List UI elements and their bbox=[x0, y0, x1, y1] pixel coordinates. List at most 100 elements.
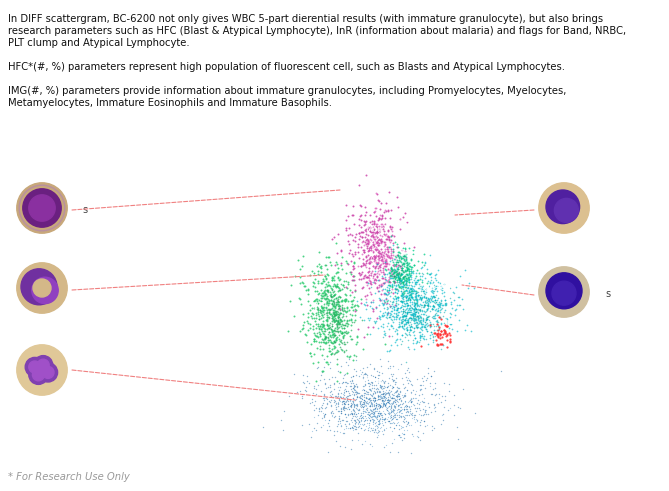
Point bbox=[376, 369, 387, 377]
Point bbox=[386, 310, 397, 318]
Point bbox=[379, 401, 390, 409]
Point bbox=[377, 389, 388, 397]
Point bbox=[319, 391, 330, 399]
Point bbox=[438, 288, 449, 296]
Point bbox=[395, 406, 405, 414]
Point bbox=[357, 413, 367, 421]
Point bbox=[349, 293, 359, 301]
Point bbox=[353, 262, 363, 270]
Point bbox=[426, 322, 437, 329]
Point bbox=[393, 280, 403, 288]
Point bbox=[361, 260, 371, 268]
Point bbox=[310, 296, 320, 304]
Point bbox=[334, 415, 345, 423]
Point bbox=[422, 300, 433, 307]
Point bbox=[439, 328, 450, 336]
Point bbox=[387, 372, 398, 380]
Point bbox=[389, 436, 399, 443]
Point bbox=[320, 303, 331, 311]
Point bbox=[395, 322, 405, 329]
Point bbox=[282, 327, 293, 334]
Point bbox=[315, 386, 326, 394]
Point bbox=[391, 312, 401, 320]
Point bbox=[364, 395, 375, 403]
Point bbox=[401, 299, 411, 306]
Point bbox=[405, 313, 415, 321]
Point bbox=[444, 294, 455, 302]
Point bbox=[371, 399, 382, 407]
Point bbox=[336, 393, 347, 401]
Point bbox=[333, 273, 344, 281]
Point bbox=[359, 402, 369, 410]
Point bbox=[326, 402, 337, 410]
Point bbox=[297, 252, 308, 260]
Point bbox=[361, 394, 371, 402]
Point bbox=[320, 295, 330, 303]
Point bbox=[396, 391, 407, 399]
Point bbox=[426, 305, 437, 313]
Point bbox=[410, 294, 421, 301]
Point bbox=[347, 407, 358, 414]
Point bbox=[401, 426, 412, 434]
Point bbox=[322, 265, 332, 273]
Point bbox=[387, 247, 398, 255]
Point bbox=[379, 254, 390, 262]
Point bbox=[403, 408, 413, 416]
Point bbox=[400, 297, 411, 305]
Point bbox=[373, 217, 383, 224]
Point bbox=[397, 254, 407, 262]
Point bbox=[427, 333, 438, 341]
Point bbox=[315, 309, 326, 317]
Point bbox=[421, 296, 432, 304]
Point bbox=[421, 327, 432, 335]
Point bbox=[339, 410, 350, 418]
Point bbox=[389, 395, 400, 403]
Circle shape bbox=[32, 369, 44, 381]
Point bbox=[397, 269, 408, 276]
Point bbox=[399, 392, 410, 400]
Point bbox=[389, 413, 399, 421]
Point bbox=[375, 403, 385, 410]
Point bbox=[337, 400, 347, 408]
Point bbox=[409, 286, 419, 294]
Point bbox=[390, 306, 401, 314]
Point bbox=[463, 284, 474, 292]
Point bbox=[427, 390, 438, 398]
Point bbox=[403, 402, 414, 409]
Point bbox=[414, 293, 425, 301]
Point bbox=[380, 313, 391, 321]
Point bbox=[395, 316, 406, 324]
Point bbox=[364, 316, 375, 324]
Point bbox=[367, 426, 377, 434]
Point bbox=[377, 220, 387, 228]
Point bbox=[387, 266, 398, 274]
Point bbox=[421, 315, 432, 323]
Point bbox=[409, 402, 419, 409]
Point bbox=[394, 425, 405, 433]
Point bbox=[400, 266, 411, 274]
Point bbox=[371, 407, 381, 415]
Point bbox=[329, 396, 340, 404]
Point bbox=[318, 291, 329, 299]
Point bbox=[368, 262, 379, 270]
Point bbox=[328, 331, 339, 339]
Point bbox=[353, 436, 363, 444]
Point bbox=[396, 424, 407, 432]
Point bbox=[392, 276, 403, 284]
Point bbox=[409, 306, 419, 314]
Point bbox=[362, 388, 373, 396]
Point bbox=[373, 264, 384, 272]
Point bbox=[373, 276, 384, 284]
Point bbox=[405, 409, 416, 417]
Point bbox=[379, 249, 389, 257]
Point bbox=[379, 400, 389, 408]
Point bbox=[334, 340, 345, 348]
Point bbox=[367, 254, 377, 262]
Point bbox=[330, 282, 341, 290]
Point bbox=[365, 243, 375, 251]
Point bbox=[365, 302, 375, 310]
Point bbox=[333, 413, 344, 421]
Point bbox=[405, 310, 416, 318]
Point bbox=[415, 407, 425, 414]
Point bbox=[348, 426, 359, 434]
